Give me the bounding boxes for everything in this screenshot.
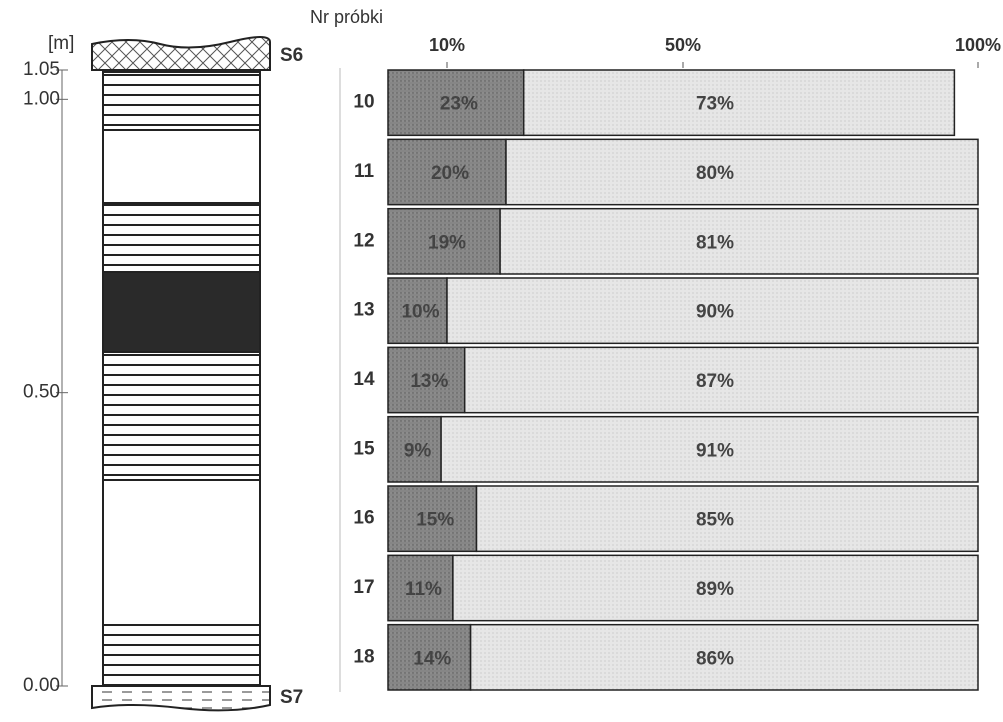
category-label: 11	[354, 161, 375, 182]
value-label: 91%	[696, 440, 734, 461]
value-label: 11%	[405, 579, 442, 600]
category-label: 15	[353, 438, 375, 459]
y-tick-label: 0.00	[23, 675, 60, 696]
cap-bottom	[92, 686, 270, 710]
bottom-label: S7	[280, 687, 303, 708]
category-label: 17	[353, 577, 374, 598]
layer	[103, 272, 260, 352]
layer	[103, 203, 260, 272]
bar-segment	[524, 70, 955, 135]
figure: [m] S6 S7 Nr próbki 0.00 0.50 1.00 1.05 10% 5…	[0, 0, 1003, 717]
value-label: 81%	[696, 232, 734, 253]
x-tick-label: 100%	[955, 35, 1001, 55]
category-label: 10	[353, 92, 374, 113]
value-label: 14%	[413, 648, 451, 669]
value-label: 9%	[404, 440, 432, 461]
chart-title: Nr próbki	[310, 7, 383, 27]
category-label: 13	[353, 300, 374, 321]
column	[92, 37, 270, 710]
value-label: 85%	[696, 510, 734, 531]
y-label: [m]	[48, 33, 74, 54]
layer	[103, 72, 260, 130]
y-tick-label: 0.50	[23, 382, 60, 403]
x-tick-label: 10%	[429, 35, 465, 55]
value-label: 20%	[431, 163, 469, 184]
value-label: 15%	[416, 510, 454, 531]
top-label: S6	[280, 45, 303, 66]
value-label: 23%	[440, 94, 478, 115]
category-label: 16	[353, 508, 374, 529]
category-label: 12	[353, 230, 374, 251]
bar-segment	[506, 139, 978, 204]
layer	[103, 625, 260, 686]
value-label: 90%	[696, 302, 734, 323]
bar-segment	[500, 209, 978, 274]
value-label: 89%	[696, 579, 734, 600]
x-tick-label: 50%	[665, 35, 701, 55]
value-label: 87%	[696, 371, 734, 392]
value-label: 10%	[401, 302, 439, 323]
value-label: 73%	[696, 94, 734, 115]
value-label: 86%	[696, 648, 734, 669]
layer	[103, 352, 260, 480]
category-label: 18	[353, 646, 374, 667]
value-label: 13%	[410, 371, 448, 392]
cap-top	[92, 37, 270, 70]
y-tick-label: 1.05	[23, 59, 60, 80]
y-tick-label: 1.00	[23, 88, 60, 109]
value-label: 80%	[696, 163, 734, 184]
value-label: 19%	[428, 232, 466, 253]
category-label: 14	[353, 369, 375, 390]
